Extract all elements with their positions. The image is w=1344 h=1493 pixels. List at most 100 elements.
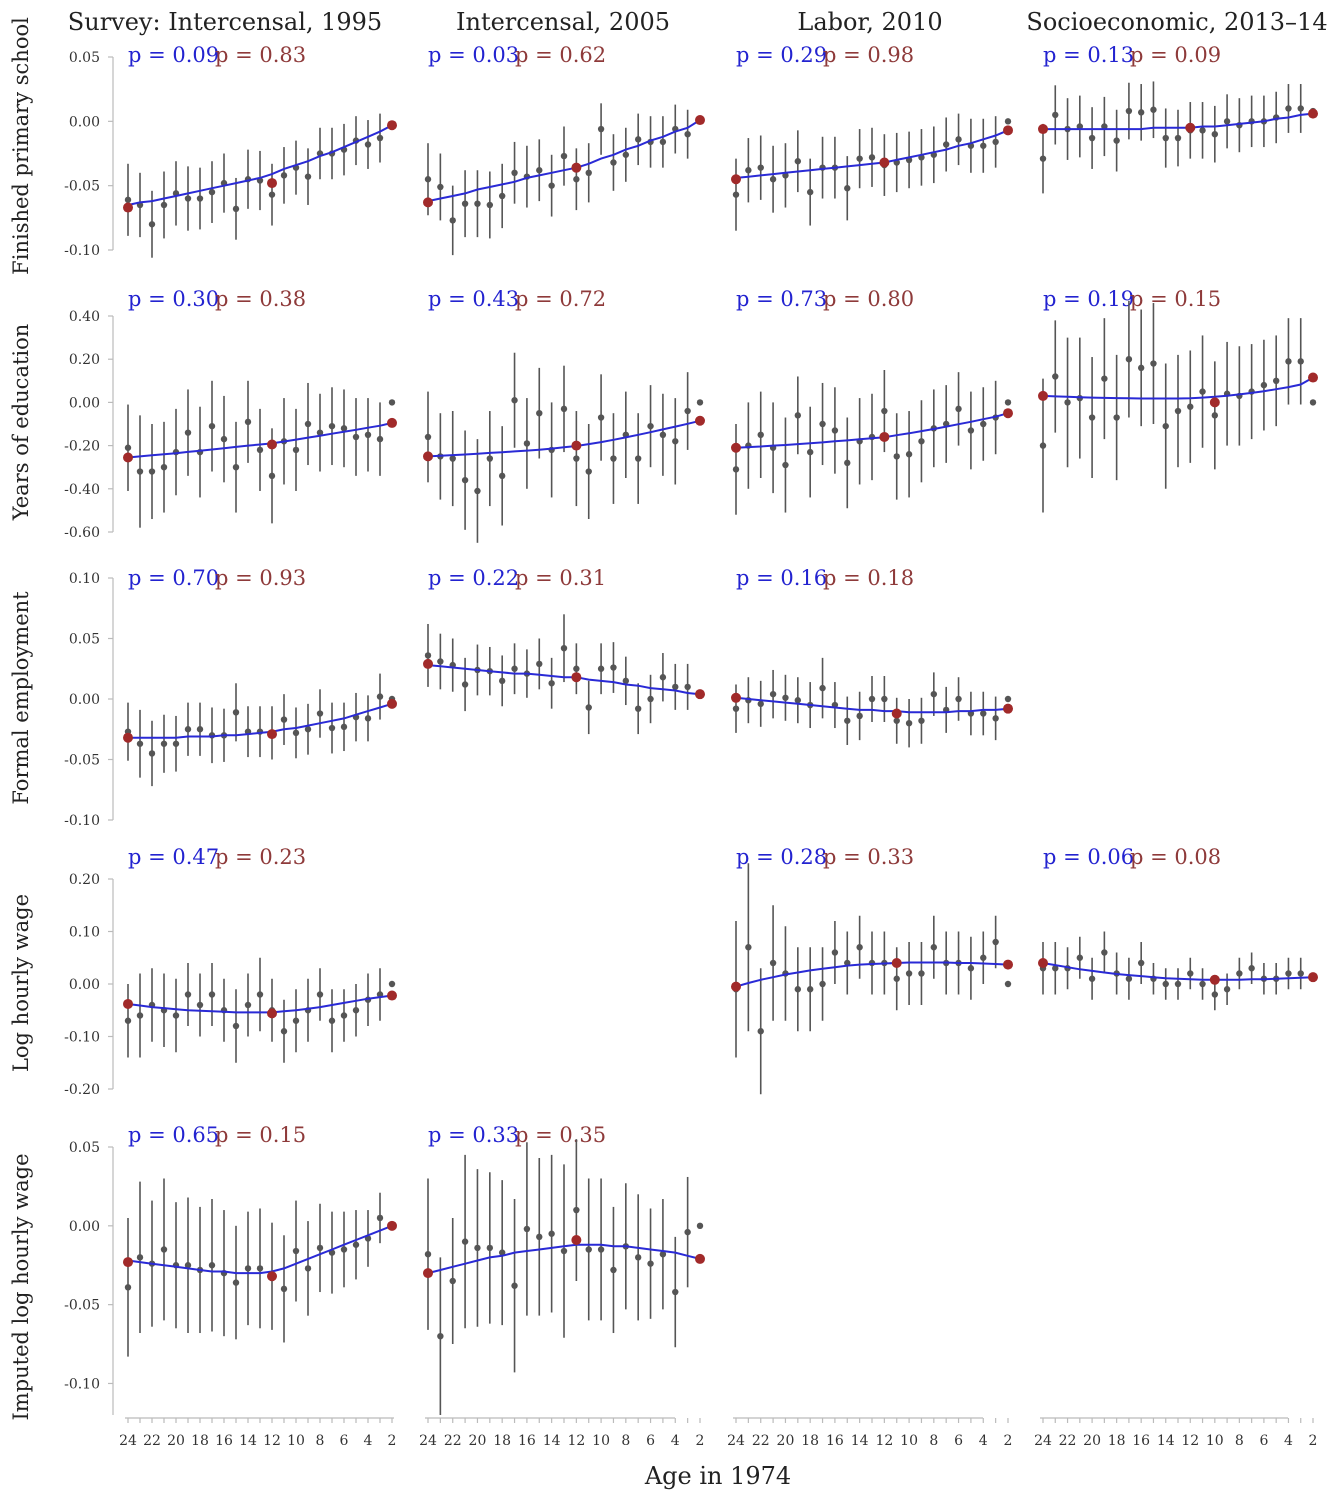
row-label-log-hourly-wage: Log hourly wage: [9, 894, 33, 1072]
column-titles: Survey: Intercensal, 1995 Intercensal, 2…: [68, 8, 1328, 36]
x-tick-label: 10: [1206, 1433, 1224, 1449]
y-axis-row-2: 0.40 0.20 0.00 -0.20 -0.40 -0.60: [64, 309, 114, 541]
p-value-linear: p = 0.70: [128, 566, 219, 590]
point-estimate: [930, 944, 938, 951]
point-estimate: [560, 152, 568, 160]
panel-r4-c3: p = 0.28p = 0.33: [731, 845, 1013, 1095]
point-estimate: [160, 464, 168, 471]
point-estimate: [610, 1266, 617, 1274]
x-tick-label: 22: [1059, 1433, 1077, 1449]
point-estimate: [292, 1017, 300, 1024]
point-estimate: [992, 715, 999, 722]
point-estimate: [856, 155, 863, 162]
point-estimate: [819, 420, 826, 428]
point-estimate: [868, 154, 876, 161]
point-estimate: [136, 1254, 144, 1261]
p-value-quadratic: p = 0.09: [1130, 43, 1221, 67]
x-axes: 24 22 20 18 16 14 12 10 8 6 4 2 24 22 20 18 16 14 12 10 8 6 4 2…: [119, 1417, 1317, 1449]
point-estimate: [256, 991, 264, 998]
point-estimate: [942, 141, 950, 148]
knot-marker: [423, 1268, 433, 1279]
point-estimate: [244, 1265, 252, 1272]
column-title-4: Socioeconomic, 2013–14: [1026, 8, 1327, 36]
knot-marker: [571, 440, 582, 451]
p-value-linear: p = 0.03: [428, 43, 519, 67]
point-estimate: [757, 164, 764, 171]
point-estimate: [967, 427, 975, 434]
point-estimate: [196, 726, 204, 733]
point-estimate: [511, 169, 518, 176]
point-estimate: [376, 435, 384, 443]
x-tick-label: 20: [469, 1433, 487, 1449]
x-tick-label: 20: [777, 1433, 795, 1449]
panel-r4-c4: p = 0.06p = 0.08: [1038, 845, 1318, 1011]
panel-r4-c1: p = 0.47p = 0.23: [123, 845, 397, 1063]
point-estimate: [316, 991, 324, 998]
point-estimate: [424, 176, 432, 183]
panel-r1-c1: p = 0.09p = 0.83: [123, 43, 397, 258]
x-tick-label: 4: [1284, 1433, 1293, 1449]
point-estimate: [244, 418, 252, 426]
x-tick-label: 12: [567, 1433, 585, 1449]
knot-marker: [891, 958, 902, 968]
x-tick-label: 14: [543, 1433, 561, 1449]
point-estimate: [498, 192, 506, 200]
point-estimate: [769, 959, 777, 967]
point-estimate: [1297, 970, 1304, 977]
knot-marker: [267, 729, 277, 740]
point-estimate: [461, 681, 469, 688]
knot-marker: [1308, 372, 1318, 383]
fitted-curve: [427, 419, 701, 458]
point-estimate: [268, 191, 276, 198]
knot-marker: [387, 120, 397, 131]
knot-marker: [423, 658, 433, 669]
point-estimate: [622, 677, 630, 685]
y-tick-label: -0.10: [64, 243, 100, 259]
x-tick-label: 4: [671, 1433, 680, 1449]
knot-marker: [1003, 408, 1013, 419]
x-tick-label: 6: [646, 1433, 655, 1449]
point-estimate: [184, 991, 192, 998]
point-estimate: [856, 712, 863, 720]
point-estimate: [769, 690, 777, 698]
point-estimate: [1004, 980, 1012, 988]
point-estimate: [1223, 118, 1231, 125]
point-estimate: [1064, 399, 1071, 406]
point-estimate: [819, 980, 826, 988]
x-tick-label: 24: [727, 1433, 745, 1449]
point-estimate: [1187, 403, 1194, 410]
point-estimate: [585, 704, 592, 711]
point-estimate: [757, 700, 764, 708]
point-estimate: [523, 440, 531, 447]
point-estimate: [208, 188, 216, 196]
knot-marker: [423, 451, 433, 462]
point-estimate: [1113, 137, 1120, 144]
row-label-imputed-log-wage: Imputed log hourly wage: [9, 1154, 33, 1421]
x-tick-label: 18: [1108, 1433, 1126, 1449]
point-estimate: [292, 1247, 300, 1255]
point-estimate: [769, 176, 777, 183]
p-value-quadratic: p = 0.98: [823, 43, 914, 67]
point-estimate: [1052, 373, 1059, 380]
y-tick-label: -0.05: [64, 753, 100, 769]
knot-marker: [1003, 703, 1013, 714]
point-estimate: [1052, 965, 1059, 972]
row-label-primary-school: Finished primary school: [9, 17, 33, 275]
x-tick-label: 16: [215, 1433, 233, 1449]
panel-r5-c1: p = 0.65p = 0.15: [123, 1123, 397, 1357]
knot-marker: [267, 178, 277, 189]
knot-marker: [123, 998, 133, 1009]
p-value-quadratic: p = 0.08: [1130, 845, 1221, 869]
x-tick-label: 2: [696, 1433, 705, 1449]
point-estimate: [172, 740, 180, 747]
p-value-quadratic: p = 0.31: [515, 566, 606, 590]
point-estimate: [659, 138, 667, 146]
x-tick-label: 10: [900, 1433, 918, 1449]
point-estimate: [732, 705, 740, 712]
knot-marker: [695, 115, 705, 126]
point-estimate: [160, 201, 168, 209]
point-estimate: [486, 1244, 494, 1252]
point-estimate: [232, 709, 240, 716]
x-tick-label: 8: [929, 1433, 938, 1449]
point-estimate: [905, 451, 913, 458]
